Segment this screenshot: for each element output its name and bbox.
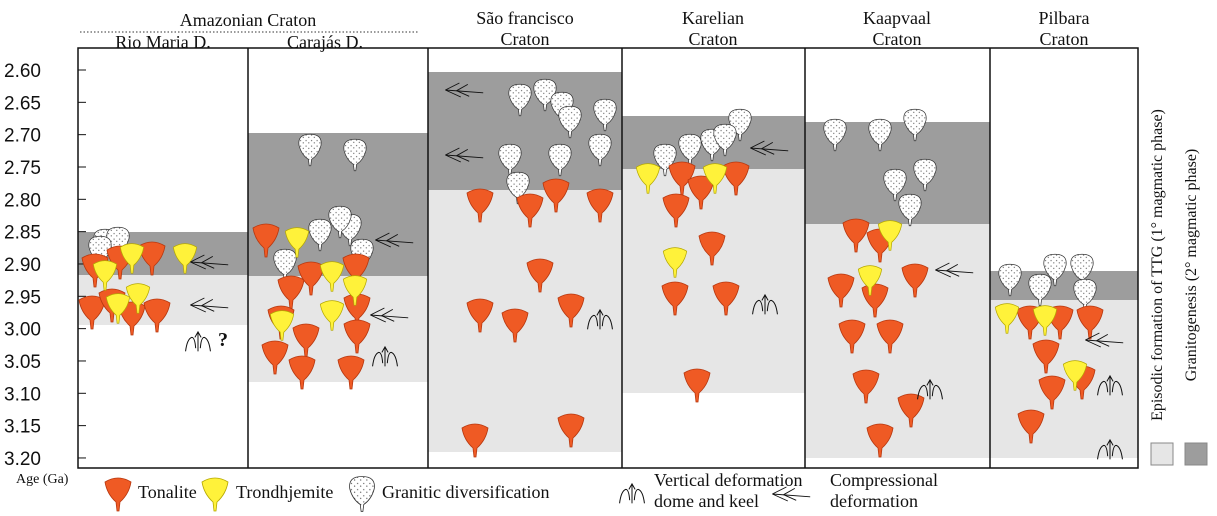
dome-symbol <box>186 332 211 351</box>
tick-label: 2.85 <box>4 223 41 244</box>
tick-label: 2.60 <box>4 61 41 82</box>
column-header: Carajás D. <box>287 32 363 52</box>
annotation: ? <box>218 329 228 351</box>
column-header: Kaapvaal <box>863 8 931 28</box>
side-label: Episodic formation of TTG (1° magmatic p… <box>1149 109 1166 421</box>
legend-swatch <box>1185 443 1207 465</box>
tick-label: 3.10 <box>4 384 41 405</box>
dome-symbol <box>620 484 645 503</box>
legend-label: deformation <box>830 491 918 511</box>
rock-symbol <box>105 478 131 511</box>
column-header: Pilbara <box>1039 8 1090 28</box>
legend-label: Vertical deformation <box>654 470 802 490</box>
column-header: Rio Maria D. <box>115 32 210 52</box>
rock-symbol <box>202 478 228 511</box>
legend-label: Tonalite <box>138 482 197 502</box>
legend-swatch <box>1151 443 1173 465</box>
column-header: Karelian <box>682 8 744 28</box>
column-header: Craton <box>1040 29 1089 49</box>
column-header: Craton <box>873 29 922 49</box>
tick-label: 2.65 <box>4 93 41 114</box>
tick-label: 2.70 <box>4 126 41 147</box>
column-header: São francisco <box>476 8 573 28</box>
rock-symbol <box>350 477 375 512</box>
column-header: Craton <box>501 29 550 49</box>
column-header: Craton <box>689 29 738 49</box>
axis-label: Age (Ga) <box>16 472 69 487</box>
legend-label: Trondhjemite <box>236 482 333 502</box>
tick-label: 2.95 <box>4 287 41 308</box>
tick-label: 2.75 <box>4 158 41 179</box>
tick-label: 2.80 <box>4 190 41 211</box>
tick-label: 3.20 <box>4 449 41 470</box>
diagram: Amazonian Craton Episodic formation of T… <box>0 0 1217 516</box>
legend-label: Compressional <box>830 470 938 490</box>
tick-label: 2.90 <box>4 255 41 276</box>
legend-label: dome and keel <box>654 491 759 511</box>
group-title: Amazonian Craton <box>180 10 316 30</box>
tick-label: 3.00 <box>4 320 41 341</box>
legend-label: Granitic diversification <box>382 482 549 502</box>
tick-label: 3.15 <box>4 417 41 438</box>
tick-label: 3.05 <box>4 352 41 373</box>
side-label: Granitogenesis (2° magmatic phase) <box>1183 149 1200 382</box>
age-bands <box>78 72 1138 458</box>
